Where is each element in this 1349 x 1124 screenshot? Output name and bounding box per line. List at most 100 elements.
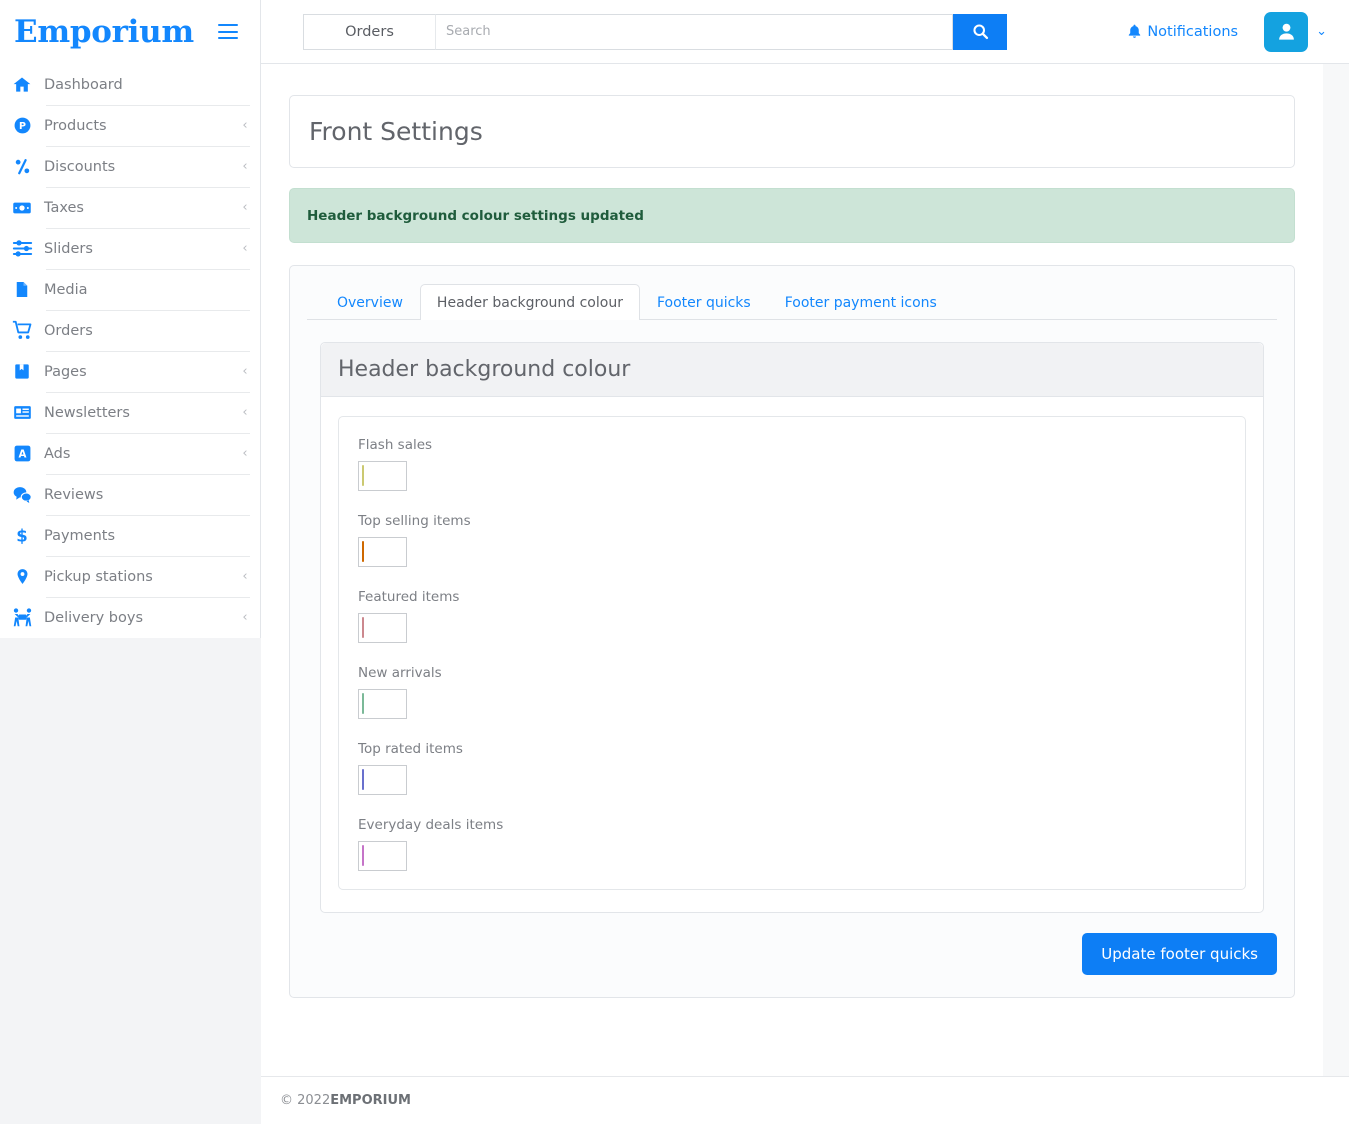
chevron-left-icon[interactable]: ‹ [242,569,248,584]
sidebar-item-label: Taxes [44,199,84,216]
sidebar-item-products[interactable]: P Products ‹ [0,105,260,146]
home-icon [13,77,31,92]
page-title-card: Front Settings [289,95,1295,168]
notifications-button[interactable]: Notifications [1128,24,1238,40]
dollar-icon: $ [0,525,44,546]
sidebar-item-label: Reviews [44,486,104,503]
bell-icon [1129,24,1141,38]
update-footer-quicks-button[interactable]: Update footer quicks [1082,933,1277,975]
section-title: Header background colour [338,357,631,382]
search-input[interactable] [435,13,953,50]
sidebar-item-label: Newsletters [44,404,130,421]
settings-tabs: Overview Header background colour Footer q… [307,284,1277,320]
colour-field: Everyday deals items [358,817,1226,871]
sidebar-item-orders[interactable]: Orders [0,310,260,351]
sliders-icon [12,240,32,257]
delivery-people-icon [0,607,44,628]
chevron-left-icon[interactable]: ‹ [242,610,248,625]
sidebar-item-discounts[interactable]: Discounts ‹ [0,146,260,187]
success-alert: Header background colour settings update… [289,188,1295,243]
colour-picker-flash-sales[interactable] [358,461,407,491]
colour-field: Featured items [358,589,1226,643]
search-icon [972,24,988,40]
ad-a-icon: A [0,444,44,463]
tab-footer-quicks[interactable]: Footer quicks [656,295,751,311]
file-icon [16,282,28,297]
sidebar-item-pages[interactable]: Pages ‹ [0,351,260,392]
page-footer: © 2022 EMPORIUM [261,1076,1349,1124]
topbar: Orders Notifications [261,0,1349,64]
sidebar-item-label: Pickup stations [44,568,153,585]
colour-field: New arrivals [358,665,1226,719]
sidebar-item-label: Products [44,117,107,134]
product-p-icon: P [14,117,30,134]
page-title: Front Settings [309,117,483,146]
map-pin-icon [0,566,44,587]
colour-picker-top-selling-items[interactable] [358,537,407,567]
colour-field-label: Everyday deals items [358,817,504,833]
percent-icon [0,157,44,176]
avatar[interactable] [1264,11,1309,52]
colour-swatch-fill [362,845,364,866]
sidebar-nav: Dashboard P Products ‹ Discounts ‹ Taxes ‹ Slide… [0,64,261,638]
colour-picker-top-rated-items[interactable] [358,765,407,795]
sidebar-item-label: Ads [44,445,71,462]
main-content: Front Settings Header background colour … [261,64,1323,1124]
sidebar-item-label: Dashboard [44,76,123,93]
chevron-left-icon[interactable]: ‹ [242,200,248,215]
chevron-left-icon[interactable]: ‹ [242,446,248,461]
colour-field: Flash sales [358,437,1226,491]
newspaper-icon [0,403,44,422]
footer-copyright: © 2022 [280,1093,331,1108]
product-p-icon: P [0,116,44,135]
colour-field-label: Flash sales [358,437,433,453]
cart-icon [0,320,44,341]
colour-field-label: Top rated items [358,741,463,757]
chevron-down-icon[interactable]: ⌄ [1316,24,1327,39]
chevron-left-icon[interactable]: ‹ [242,405,248,420]
colour-picker-new-arrivals[interactable] [358,689,407,719]
chevron-left-icon[interactable]: ‹ [242,241,248,256]
search-button[interactable] [953,13,1007,50]
sidebar-item-media[interactable]: Media [0,269,260,310]
hamburger-icon[interactable] [218,24,238,40]
chevron-left-icon[interactable]: ‹ [242,364,248,379]
sidebar-item-pickup-stations[interactable]: Pickup stations ‹ [0,556,260,597]
sidebar-item-label: Orders [44,322,93,339]
sidebar-item-label: Delivery boys [44,609,144,626]
sidebar-item-delivery-boys[interactable]: Delivery boys ‹ [0,597,260,638]
tab-footer-payment-icons[interactable]: Footer payment icons [784,295,937,311]
sidebar-item-ads[interactable]: A Ads ‹ [0,433,260,474]
colour-swatch-fill [362,465,364,486]
tab-overview[interactable]: Overview [337,295,403,311]
ad-a-icon: A [14,445,30,462]
sidebar-item-payments[interactable]: $ Payments [0,515,260,556]
notifications-label: Notifications [1147,23,1239,40]
brand-logo[interactable]: Emporium [14,13,194,50]
tab-header-background-colour[interactable]: Header background colour [419,284,640,320]
sidebar-item-reviews[interactable]: Reviews [0,474,260,515]
home-icon [0,75,44,95]
book-icon [0,362,44,381]
topbar-right: Notifications ⌄ [1128,11,1327,52]
colour-picker-featured-items[interactable] [358,613,407,643]
sidebar-item-newsletters[interactable]: Newsletters ‹ [0,392,260,433]
user-menu[interactable]: ⌄ [1264,11,1327,52]
comments-icon [0,485,44,505]
sidebar-item-sliders[interactable]: Sliders ‹ [0,228,260,269]
money-icon [13,202,31,213]
colour-fields-box: Flash sales Top selling items Featured ite… [338,416,1246,890]
brand-header: Emporium [0,0,261,64]
scrollbar-track[interactable] [1323,64,1349,1124]
chevron-left-icon[interactable]: ‹ [242,118,248,133]
search-scope-selector[interactable]: Orders [303,13,435,50]
section-header: Header background colour [321,343,1263,397]
sidebar-item-taxes[interactable]: Taxes ‹ [0,187,260,228]
sidebar-item-dashboard[interactable]: Dashboard [0,64,260,105]
dollar-icon: $ [16,527,27,546]
chevron-left-icon[interactable]: ‹ [242,159,248,174]
colour-picker-everyday-deals-items[interactable] [358,841,407,871]
colour-swatch-fill [362,693,364,714]
comments-icon [13,486,32,503]
